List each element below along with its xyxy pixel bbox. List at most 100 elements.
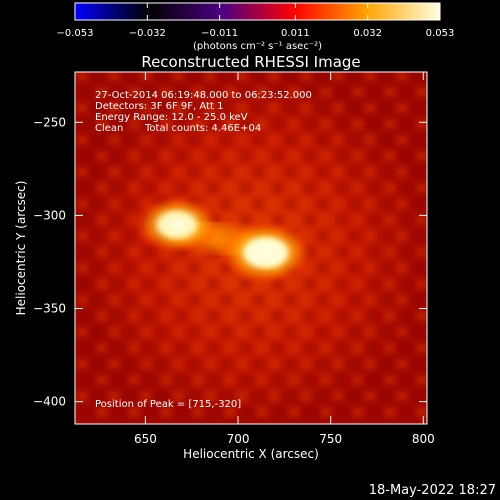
ripple-blob xyxy=(400,214,412,226)
ripple-blob xyxy=(364,166,376,178)
ripple-blob xyxy=(352,374,364,386)
ripple-blob xyxy=(108,134,120,146)
ripple-blob xyxy=(112,246,124,258)
ripple-blob xyxy=(140,390,152,402)
ripple-blob xyxy=(320,214,332,226)
ripple-blob xyxy=(396,198,408,210)
ripple-blob xyxy=(92,262,104,274)
chart-title: Reconstructed RHESSI Image xyxy=(141,53,360,71)
ripple-blob xyxy=(352,406,364,418)
ripple-blob xyxy=(144,342,156,354)
ripple-blob xyxy=(412,326,424,338)
colorbar-units: (photons cm⁻² s⁻¹ asec⁻²) xyxy=(193,41,322,52)
ripple-blob xyxy=(320,342,332,354)
ripple-blob xyxy=(160,406,172,418)
ripple-blob xyxy=(268,326,280,338)
ripple-blob xyxy=(384,150,396,162)
ripple-blob xyxy=(320,310,332,322)
ripple-blob xyxy=(220,166,232,178)
ripple-blob xyxy=(140,166,152,178)
ripple-blob xyxy=(252,72,264,82)
ripple-blob xyxy=(112,342,124,354)
ripple-blob xyxy=(316,294,328,306)
ripple-blob xyxy=(304,278,316,290)
ripple-blob xyxy=(224,406,236,418)
ripple-blob xyxy=(352,246,364,258)
ripple-blob xyxy=(364,262,376,274)
ripple-blob xyxy=(92,358,104,370)
ripple-blob xyxy=(268,72,280,82)
ripple-blob xyxy=(412,102,424,114)
ripple-blob xyxy=(300,166,312,178)
ripple-blob xyxy=(92,166,104,178)
ripple-blob xyxy=(336,374,348,386)
ripple-blob xyxy=(224,182,236,194)
ripple-blob xyxy=(176,86,188,98)
ripple-blob xyxy=(188,390,200,402)
ripple-blob xyxy=(96,246,108,258)
ripple-blob xyxy=(124,72,136,82)
ripple-blob xyxy=(96,342,108,354)
x-axis-label: Heliocentric X (arcsec) xyxy=(183,447,319,461)
ripple-blob xyxy=(128,246,140,258)
annotation-detectors: Detectors: 3F 6F 9F, Att 1 xyxy=(95,101,223,112)
ripple-blob xyxy=(368,374,380,386)
ripple-blob xyxy=(364,294,376,306)
ripple-blob xyxy=(204,390,216,402)
colorbar-tick-label: 0.053 xyxy=(426,28,455,39)
ripple-blob xyxy=(284,198,296,210)
ripple-blob xyxy=(416,278,427,290)
ripple-blob xyxy=(124,166,136,178)
ripple-blob xyxy=(416,118,427,130)
ripple-blob xyxy=(128,150,140,162)
ripple-blob xyxy=(336,118,348,130)
ripple-blob xyxy=(384,406,396,418)
ripple-blob xyxy=(288,310,300,322)
ripple-blob xyxy=(380,294,392,306)
ripple-blob xyxy=(220,390,232,402)
ripple-blob xyxy=(124,198,136,210)
ripple-blob xyxy=(160,118,172,130)
ripple-blob xyxy=(236,166,248,178)
ripple-blob xyxy=(80,150,92,162)
ripple-blob xyxy=(380,134,392,146)
ripple-blob xyxy=(140,262,152,274)
ripple-blob xyxy=(204,72,216,82)
ripple-blob xyxy=(348,134,360,146)
ripple-blob xyxy=(96,406,108,418)
ripple-blob xyxy=(236,198,248,210)
ripple-blob xyxy=(112,150,124,162)
ripple-blob xyxy=(76,198,88,210)
ripple-blob xyxy=(416,150,427,162)
ripple-blob xyxy=(224,310,236,322)
ripple-blob xyxy=(172,134,184,146)
ripple-blob xyxy=(236,358,248,370)
ripple-blob xyxy=(108,262,120,274)
ripple-blob xyxy=(128,310,140,322)
ripple-blob xyxy=(236,390,248,402)
ripple-blob xyxy=(368,246,380,258)
ripple-blob xyxy=(240,118,252,130)
ripple-blob xyxy=(332,262,344,274)
ripple-blob xyxy=(352,214,364,226)
ripple-blob xyxy=(348,294,360,306)
ripple-blob xyxy=(140,358,152,370)
ripple-blob xyxy=(380,102,392,114)
ripple-blob xyxy=(192,150,204,162)
ripple-blob xyxy=(204,134,216,146)
ripple-blob xyxy=(256,150,268,162)
ripple-blob xyxy=(412,390,424,402)
ripple-blob xyxy=(384,214,396,226)
ripple-blob xyxy=(412,198,424,210)
ripple-blob xyxy=(76,390,88,402)
ripple-blob xyxy=(400,246,412,258)
ripple-blob xyxy=(156,294,168,306)
ripple-blob xyxy=(384,86,396,98)
ripple-blob xyxy=(416,246,427,258)
ripple-blob xyxy=(332,72,344,82)
ripple-blob xyxy=(208,278,220,290)
ripple-blob xyxy=(188,358,200,370)
y-tick-label: −350 xyxy=(33,302,66,316)
ripple-blob xyxy=(316,72,328,82)
ripple-blob xyxy=(108,198,120,210)
